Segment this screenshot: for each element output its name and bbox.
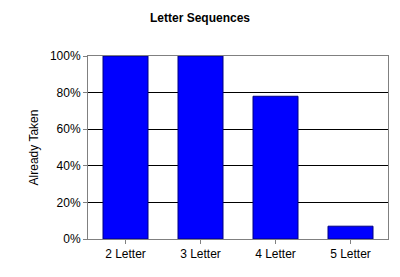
svg-text:5 Letter: 5 Letter [330, 247, 371, 261]
svg-text:Already Taken: Already Taken [27, 110, 41, 186]
svg-text:60%: 60% [57, 122, 81, 136]
svg-text:0%: 0% [63, 232, 81, 246]
svg-text:2 Letter: 2 Letter [105, 247, 146, 261]
svg-text:3 Letter: 3 Letter [180, 247, 221, 261]
svg-text:20%: 20% [57, 196, 81, 210]
svg-text:80%: 80% [57, 86, 81, 100]
svg-text:Letter Sequences: Letter Sequences [150, 11, 250, 25]
svg-text:100%: 100% [50, 49, 81, 63]
svg-text:4 Letter: 4 Letter [255, 247, 296, 261]
svg-text:40%: 40% [57, 159, 81, 173]
